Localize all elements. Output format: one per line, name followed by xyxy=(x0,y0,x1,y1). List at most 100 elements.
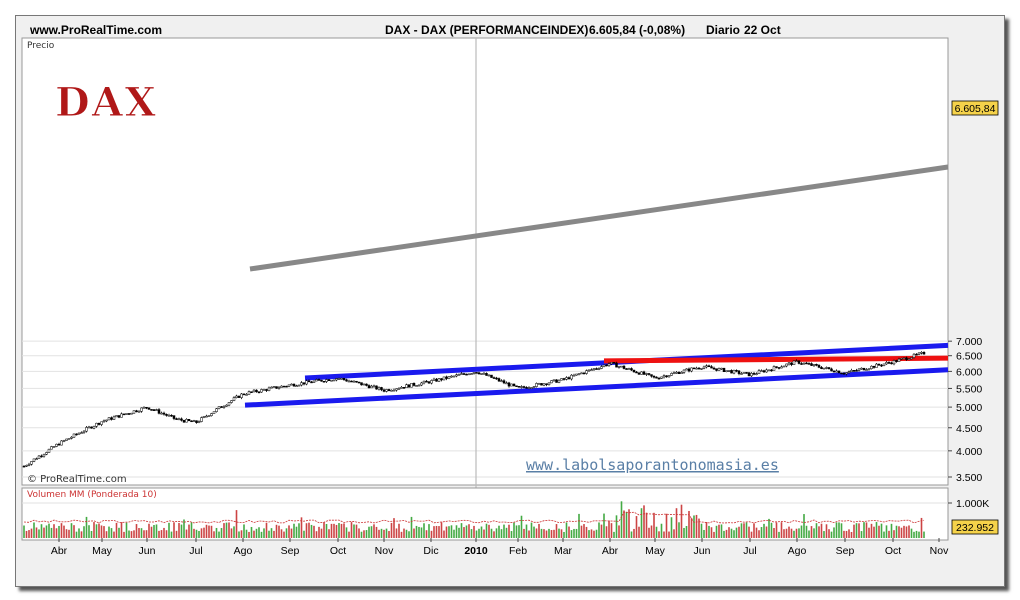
volume-bar xyxy=(398,523,400,538)
candle-body xyxy=(612,362,616,364)
candle-body xyxy=(230,400,233,403)
copyright-label: © ProRealTime.com xyxy=(27,474,127,485)
volume-bar xyxy=(155,524,158,538)
volume-bar xyxy=(883,531,885,538)
candle-body xyxy=(490,374,493,378)
candle-body xyxy=(642,371,646,375)
site-label[interactable]: www.ProRealTime.com xyxy=(30,23,163,37)
volume-bar xyxy=(400,531,403,538)
volume-bar xyxy=(823,531,825,538)
candle-body xyxy=(387,389,391,391)
candle-body xyxy=(517,386,521,388)
candle-body xyxy=(745,372,748,374)
candle-body xyxy=(905,357,908,360)
candle-body xyxy=(425,380,428,383)
candle-body xyxy=(497,378,501,382)
candle-body xyxy=(347,380,351,383)
volume-bar xyxy=(235,510,238,538)
candle-body xyxy=(667,375,671,378)
candle-body xyxy=(302,382,306,385)
volume-bar xyxy=(743,523,745,538)
volume-bar xyxy=(393,518,395,538)
volume-bar xyxy=(333,523,335,538)
volume-bar xyxy=(835,522,838,538)
y-tick-label: 4.500 xyxy=(956,423,982,435)
volume-bar xyxy=(408,531,410,538)
volume-bar xyxy=(163,527,165,538)
volume-bar xyxy=(660,523,663,538)
candle-body xyxy=(595,368,598,370)
volume-bar xyxy=(230,528,233,538)
candle-body xyxy=(170,414,173,417)
candle-body xyxy=(637,372,641,375)
volume-bar xyxy=(418,526,420,538)
volume-bar xyxy=(180,524,183,538)
candle-body xyxy=(175,418,178,420)
volume-bar xyxy=(423,523,425,538)
volume-bar xyxy=(493,531,495,538)
volume-bar xyxy=(173,522,175,538)
volume-bar xyxy=(513,522,515,538)
candle-body xyxy=(755,373,758,375)
volume-bar xyxy=(325,523,328,538)
candle-body xyxy=(557,379,561,383)
x-tick-label: Jun xyxy=(694,545,711,557)
candle-body xyxy=(855,370,858,372)
volume-bar xyxy=(815,523,818,538)
candle-body xyxy=(292,383,296,387)
volume-bar xyxy=(328,529,330,538)
watermark-link[interactable]: www.labolsaporantonomasia.es xyxy=(526,456,779,474)
candle-body xyxy=(397,388,401,390)
candle-body xyxy=(797,360,801,364)
candle-body xyxy=(320,379,323,382)
volume-bar xyxy=(23,525,25,538)
candle-body xyxy=(117,415,121,418)
y-tick-label: 7.000 xyxy=(956,336,982,348)
candle-body xyxy=(395,388,398,391)
volume-bar xyxy=(858,523,860,538)
volume-bar xyxy=(755,527,758,538)
candle-body xyxy=(192,420,196,422)
candle-body xyxy=(340,378,343,380)
volume-bar xyxy=(533,526,535,538)
volume-bar xyxy=(733,530,735,538)
volume-bar xyxy=(48,523,50,538)
volume-bar xyxy=(415,525,418,538)
candle-body xyxy=(422,380,426,384)
candle-body xyxy=(375,385,378,390)
volume-bar xyxy=(375,526,378,538)
volume-bar xyxy=(53,524,55,538)
volume-bar xyxy=(258,527,260,538)
candle-body xyxy=(247,391,251,395)
volume-bar xyxy=(625,511,628,538)
volume-bar xyxy=(243,524,245,538)
candle-body xyxy=(920,351,923,354)
candle-body xyxy=(250,391,253,393)
candle-body xyxy=(275,386,278,389)
volume-bar xyxy=(725,529,728,538)
volume-bar xyxy=(685,526,688,538)
instrument-title: DAX - DAX (PERFORMANCEINDEX) xyxy=(385,23,589,37)
volume-bar xyxy=(888,530,890,538)
candle-body xyxy=(367,385,371,389)
volume-bar xyxy=(255,528,258,538)
volume-bar xyxy=(310,524,313,538)
volume-bar xyxy=(228,522,230,538)
candle-body xyxy=(540,383,543,386)
candle-body xyxy=(617,366,621,368)
volume-bar xyxy=(113,531,115,538)
volume-bar xyxy=(420,527,423,538)
volume-bar xyxy=(773,528,775,538)
candle-body xyxy=(305,380,308,385)
volume-bar xyxy=(638,526,640,538)
candle-body xyxy=(822,367,826,370)
candle-body xyxy=(715,368,718,371)
volume-bar xyxy=(608,520,610,538)
candle-body xyxy=(282,385,286,388)
candle-body xyxy=(660,376,663,379)
x-tick-label: Ago xyxy=(234,545,253,557)
candle-body xyxy=(130,412,133,415)
candle-body xyxy=(357,381,361,384)
volume-bar xyxy=(798,528,800,538)
candle-body xyxy=(147,407,151,410)
